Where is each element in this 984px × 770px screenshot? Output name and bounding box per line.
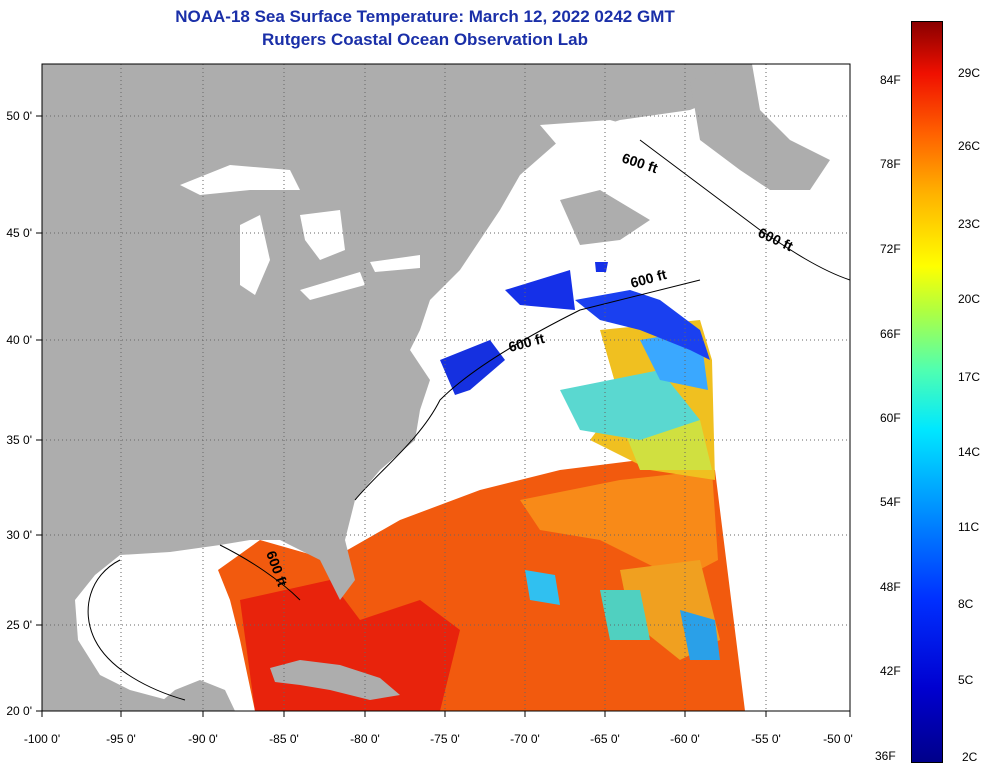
map-subtitle: Rutgers Coastal Ocean Observation Lab xyxy=(262,30,588,49)
map-frame xyxy=(41,63,851,712)
isobath-contours xyxy=(87,139,850,701)
lon-tick-label: -70 0' xyxy=(510,732,540,746)
graticule xyxy=(42,64,850,711)
lat-tick-label: 35 0' xyxy=(6,433,32,447)
lake-michigan xyxy=(240,215,270,295)
colorbar-f-label: 78F xyxy=(880,157,901,171)
lat-tick-label: 30 0' xyxy=(6,528,32,542)
lake-huron xyxy=(300,210,345,260)
lon-tick-label: -50 0' xyxy=(823,732,853,746)
colorbar-c-label: 14C xyxy=(958,445,981,459)
lake-erie xyxy=(300,272,365,300)
colorbar-c-label: 5C xyxy=(958,673,974,687)
map-title: NOAA-18 Sea Surface Temperature: March 1… xyxy=(175,7,675,26)
lon-tick-label: -95 0' xyxy=(106,732,136,746)
temperature-colorbar xyxy=(911,21,943,763)
colorbar-c-label: 17C xyxy=(958,370,981,384)
lake-ontario xyxy=(370,255,420,272)
colorbar-f-label: 36F xyxy=(875,749,896,763)
colorbar-c-label: 20C xyxy=(958,292,981,306)
colorbar-f-label: 42F xyxy=(880,664,901,678)
land-yucatan xyxy=(150,680,235,711)
colorbar-c-label: 2C xyxy=(962,750,978,764)
colorbar-c-label: 8C xyxy=(958,597,974,611)
land-cuba xyxy=(270,660,400,700)
lat-tick-label: 50 0' xyxy=(6,109,32,123)
colorbar-f-label: 66F xyxy=(880,327,901,341)
lat-tick-label: 25 0' xyxy=(6,618,32,632)
lon-tick-label: -85 0' xyxy=(269,732,299,746)
lon-tick-label: -55 0' xyxy=(751,732,781,746)
colorbar-c-label: 23C xyxy=(958,217,981,231)
colorbar-f-label: 60F xyxy=(880,411,901,425)
colorbar-c-label: 26C xyxy=(958,139,981,153)
lat-tick-label: 45 0' xyxy=(6,226,32,240)
lon-tick-label: -100 0' xyxy=(24,732,60,746)
colorbar-f-label: 54F xyxy=(880,495,901,509)
lat-tick-label: 20 0' xyxy=(6,704,32,718)
colorbar-c-label: 29C xyxy=(958,66,981,80)
lon-tick-label: -65 0' xyxy=(590,732,620,746)
lake-superior xyxy=(180,165,300,195)
gulf-st-lawrence xyxy=(540,120,700,190)
lon-tick-label: -75 0' xyxy=(430,732,460,746)
axis-ticks xyxy=(36,115,851,717)
lon-tick-label: -80 0' xyxy=(350,732,380,746)
colorbar-c-label: 11C xyxy=(958,520,980,534)
colorbar-f-label: 48F xyxy=(880,580,901,594)
land-mass xyxy=(42,64,752,711)
lat-tick-label: 40 0' xyxy=(6,333,32,347)
lon-tick-label: -60 0' xyxy=(670,732,700,746)
colorbar-f-label: 72F xyxy=(880,242,901,256)
land-nova-scotia xyxy=(560,190,650,245)
sst-swath xyxy=(218,262,745,711)
land-newfoundland xyxy=(690,64,830,190)
sst-map: 600 ft 600 ft 600 ft 600 ft 600 ft -100 … xyxy=(6,63,853,746)
colorbar-f-label: 84F xyxy=(880,73,901,87)
lon-tick-label: -90 0' xyxy=(188,732,218,746)
